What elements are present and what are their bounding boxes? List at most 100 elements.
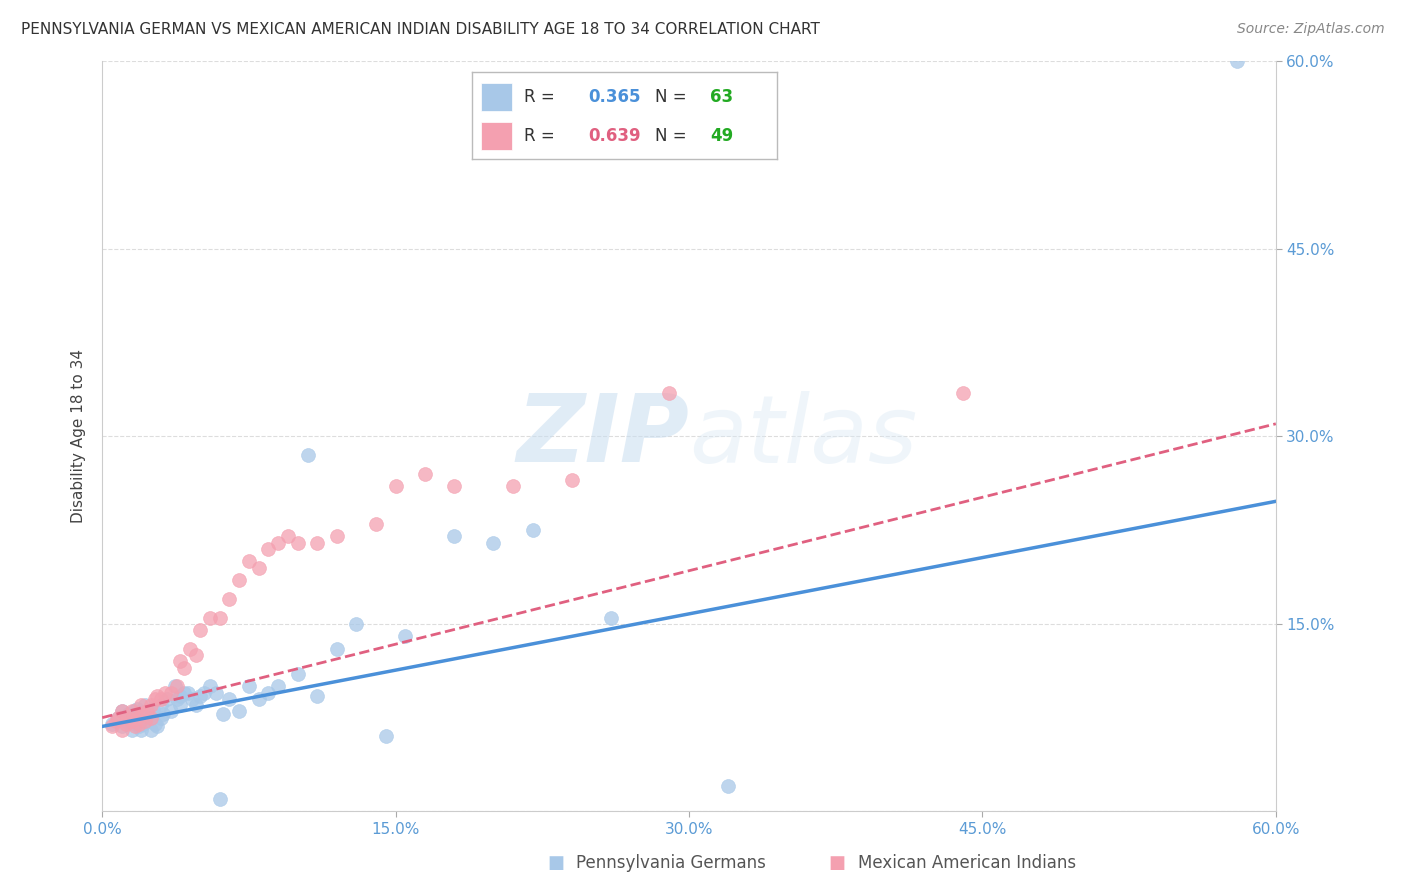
Point [257, 541, 280, 556]
Y-axis label: Disability Age 18 to 34: Disability Age 18 to 34 [72, 350, 86, 524]
Point [159, 705, 181, 719]
Point [159, 686, 181, 700]
Point [384, 479, 406, 493]
Point [139, 711, 162, 725]
Point [198, 610, 221, 624]
Point [257, 686, 280, 700]
Point [247, 692, 270, 706]
Point [163, 679, 186, 693]
Point [149, 698, 172, 713]
Point [443, 529, 465, 543]
Point [134, 698, 156, 713]
Text: Mexican American Indians: Mexican American Indians [858, 855, 1076, 872]
Point [238, 554, 260, 568]
Point [364, 516, 387, 531]
Point [1226, 54, 1249, 69]
Point [307, 535, 329, 549]
Point [149, 692, 172, 706]
Point [146, 690, 169, 704]
Point [267, 535, 290, 549]
Point [374, 730, 396, 744]
Point [127, 711, 149, 725]
Point [132, 717, 155, 731]
Point [111, 719, 134, 733]
Point [107, 711, 129, 725]
Point [184, 648, 207, 662]
Point [139, 711, 162, 725]
Point [952, 385, 974, 400]
Point [117, 711, 139, 725]
Point [124, 717, 146, 731]
Point [138, 705, 160, 719]
Point [101, 717, 124, 731]
Point [122, 705, 145, 719]
Point [169, 690, 191, 704]
Point [124, 719, 146, 733]
Point [127, 702, 149, 716]
Point [121, 705, 143, 719]
Point [121, 714, 143, 729]
Point [107, 711, 129, 725]
Point [131, 706, 153, 721]
Point [218, 591, 240, 606]
Point [287, 666, 309, 681]
Point [346, 616, 368, 631]
Point [287, 535, 309, 549]
Point [127, 714, 149, 729]
Point [179, 641, 201, 656]
Point [139, 723, 162, 738]
Point [188, 690, 211, 704]
Point [131, 711, 153, 725]
Point [117, 706, 139, 721]
Point [198, 679, 221, 693]
Point [173, 686, 195, 700]
Point [169, 654, 191, 668]
Point [134, 714, 156, 729]
Text: Source: ZipAtlas.com: Source: ZipAtlas.com [1237, 22, 1385, 37]
Point [139, 698, 162, 713]
Point [111, 723, 134, 738]
Point [104, 714, 127, 729]
Point [482, 535, 505, 549]
Point [717, 780, 740, 794]
Point [128, 719, 150, 733]
Point [561, 473, 583, 487]
Point [212, 706, 235, 721]
Point [136, 714, 159, 729]
Point [101, 719, 124, 733]
Point [326, 641, 349, 656]
Point [297, 448, 319, 462]
Point [152, 706, 174, 721]
Point [121, 723, 143, 738]
Point [111, 705, 134, 719]
Point [166, 692, 188, 706]
Point [502, 479, 524, 493]
Point [114, 717, 136, 731]
Point [146, 719, 169, 733]
Text: atlas: atlas [689, 391, 917, 482]
Point [599, 610, 621, 624]
Text: ZIP: ZIP [516, 391, 689, 483]
Point [134, 706, 156, 721]
Point [153, 686, 176, 700]
Point [149, 711, 172, 725]
Point [169, 698, 191, 713]
Point [394, 629, 416, 643]
Text: ■: ■ [547, 855, 564, 872]
Point [267, 679, 290, 693]
Point [128, 717, 150, 731]
Point [208, 792, 231, 806]
Point [307, 690, 329, 704]
Text: ■: ■ [828, 855, 845, 872]
Point [143, 692, 166, 706]
Point [173, 660, 195, 674]
Point [658, 385, 681, 400]
Point [247, 560, 270, 574]
Point [121, 711, 143, 725]
Text: Pennsylvania Germans: Pennsylvania Germans [576, 855, 766, 872]
Point [111, 705, 134, 719]
Point [204, 686, 226, 700]
Point [188, 623, 211, 637]
Point [114, 714, 136, 729]
Point [218, 692, 240, 706]
